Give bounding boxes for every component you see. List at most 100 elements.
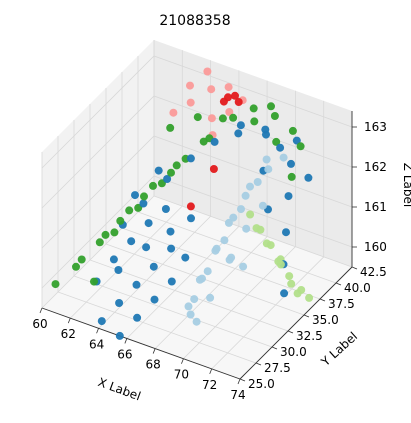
data-point [218,114,227,123]
y-tick-label: 35.0 [312,313,339,327]
data-point [211,246,220,255]
y-grid-line [105,88,305,316]
data-point [77,255,86,264]
data-point [224,83,233,92]
data-point [229,113,238,122]
y-tick-label: 27.5 [264,361,291,375]
data-point [203,267,212,276]
y-grid-line [57,136,257,364]
data-point [287,279,296,288]
data-point [287,172,296,181]
data-point [231,91,239,100]
data-point [150,295,159,304]
data-point [115,299,124,307]
data-point [267,102,275,111]
x-tick-mark [39,307,43,314]
data-point [90,277,98,286]
y-grid-line [153,40,353,268]
data-point [234,129,243,138]
data-point [97,317,106,326]
x-tick-label: 68 [145,358,160,372]
data-point [206,293,215,302]
y-tick-mark [335,282,342,286]
data-point [262,130,270,139]
data-point [167,244,176,253]
y-tick-mark [255,362,262,366]
data-point [167,277,176,286]
x-axis-label: X Label [96,375,143,403]
data-point [229,213,238,222]
data-point [250,117,259,126]
data-point [234,98,243,106]
z-tick-label: 162 [364,160,387,174]
y-grid-line [73,120,273,348]
data-point [132,280,141,289]
z-tick-label: 161 [364,200,387,214]
data-point [163,175,172,183]
y-tick-mark [319,298,326,302]
data-point [237,205,245,214]
data-point [246,210,255,219]
data-point [181,253,190,262]
data-point [207,85,216,94]
data-point [242,224,251,233]
x-tick-label: 72 [202,378,217,392]
data-point [296,142,305,151]
data-point [127,237,136,246]
data-point [292,136,301,145]
y-grid-line [89,104,289,332]
data-point [279,153,288,162]
data-point [225,108,234,116]
data-point [220,236,229,245]
x-tick-label: 62 [61,327,76,341]
data-point [186,202,195,211]
data-point [51,280,60,289]
y-tick-label: 37.5 [328,297,355,311]
data-point [207,114,216,123]
y-tick-mark [351,266,358,270]
data-point [258,201,267,210]
data-point [282,228,290,237]
data-point [280,289,289,298]
x-tick-mark [181,358,184,364]
data-point [114,266,123,274]
data-point [154,166,163,175]
data-point [72,262,80,271]
x-tick-mark [67,317,71,324]
x-tick-label: 74 [230,388,245,402]
data-point [140,192,148,201]
data-point [270,112,279,120]
data-point [241,191,250,200]
left-pane [42,40,154,308]
data-point [210,137,219,146]
y-tick-mark [287,330,294,334]
data-point [276,143,285,152]
data-point [287,159,295,168]
data-point [304,173,313,182]
x-tick-mark [152,348,156,354]
data-point [139,199,148,208]
data-point [305,293,314,302]
y-axis-line [239,266,353,380]
data-point [186,310,195,319]
data-point [262,155,271,164]
data-point [276,260,285,269]
data-point [203,67,212,76]
data-point [249,104,258,113]
y-tick-mark [303,314,310,318]
data-point [253,178,262,186]
data-point [225,255,234,264]
data-point [142,243,151,252]
x-tick-mark [96,328,99,334]
data-point [172,161,181,170]
x-tick-label: 60 [32,317,47,331]
x-tick-label: 66 [117,347,132,361]
data-point [264,165,273,174]
data-point [186,98,195,107]
y-tick-label: 40.0 [344,281,371,295]
x-tick-mark [237,378,241,385]
data-point [186,154,195,163]
back-pane [154,40,352,267]
